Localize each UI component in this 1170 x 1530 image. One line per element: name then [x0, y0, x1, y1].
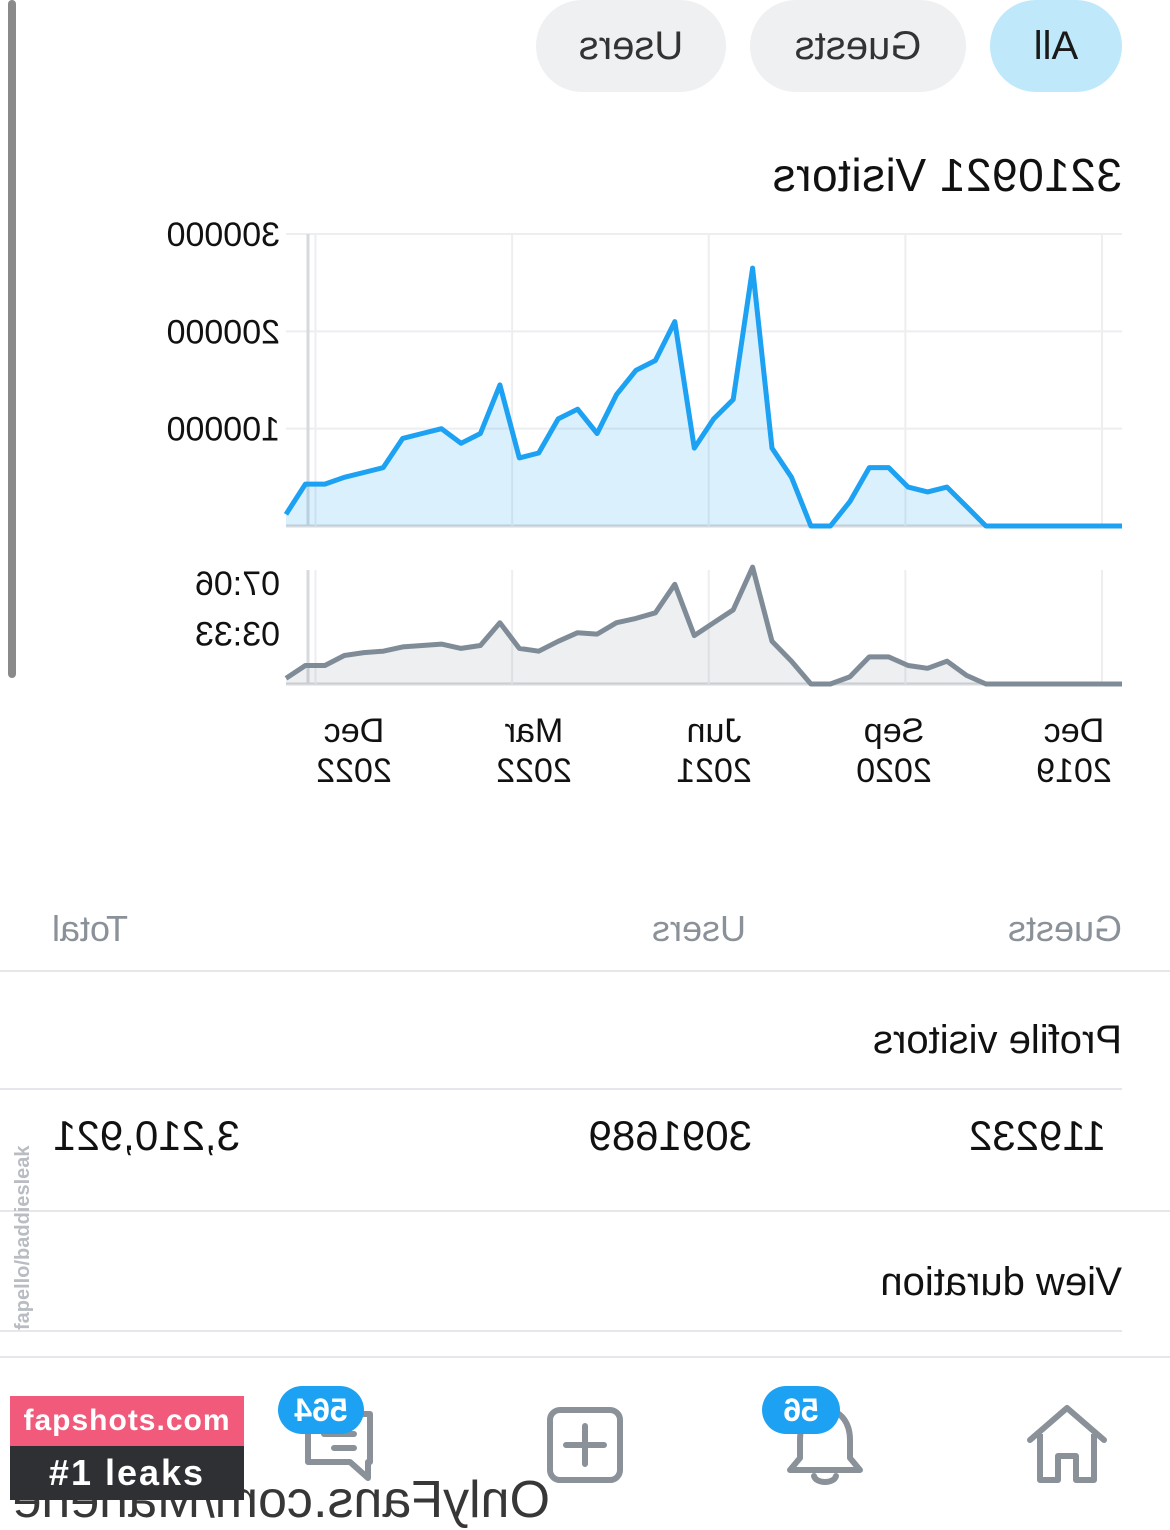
add-post-icon[interactable] [540, 1400, 630, 1490]
duration-y-ticks: 03:33 07:06 [195, 565, 280, 654]
filter-guests-chip[interactable]: Guests [750, 0, 966, 92]
x-tick-label: Mar [505, 712, 564, 750]
y-tick-label: 300000 [167, 216, 280, 254]
visitors-y-ticks: 100000 200000 300000 [167, 216, 280, 449]
profile-visitors-total: 3,210,921 [53, 1112, 240, 1159]
y-tick-label: 07:06 [195, 565, 280, 603]
watermark-line-1: fapshots.com [10, 1396, 244, 1446]
duration-area [286, 567, 1122, 684]
duration-line [284, 564, 1122, 687]
x-tick-label: Dec [1044, 712, 1104, 750]
col-header-users: Users [651, 908, 746, 949]
y-tick-label: 100000 [167, 411, 280, 449]
x-tick-label: 2020 [856, 752, 932, 790]
divider [0, 1210, 1170, 1212]
x-tick-label: Dec [324, 712, 384, 750]
y-tick-label: 200000 [167, 313, 280, 351]
filter-users-chip[interactable]: Users [536, 0, 726, 92]
visitors-line [283, 265, 1122, 529]
fapshots-watermark-logo: fapshots.com #1 leaks [10, 1396, 244, 1500]
filter-all-chip[interactable]: All [990, 0, 1122, 92]
visitors-area [286, 268, 1122, 526]
divider [0, 1088, 1122, 1090]
x-tick-label: 2022 [496, 752, 572, 790]
x-tick-label: Sep [864, 712, 925, 750]
messages-badge: 564 [278, 1386, 364, 1434]
view-duration-label: View duration [880, 1260, 1122, 1304]
divider [0, 1330, 1122, 1332]
profile-visitors-label: Profile visitors [873, 1018, 1122, 1062]
profile-visitors-users: 3091689 [588, 1112, 752, 1159]
x-tick-label: 2019 [1036, 752, 1112, 790]
home-icon[interactable] [1022, 1400, 1112, 1490]
divider [0, 970, 1170, 972]
y-tick-label: 03:33 [195, 615, 280, 653]
profile-visitors-guests: 119232 [968, 1112, 1106, 1159]
visitor-filter-chips: All Guests Users [536, 0, 1122, 92]
visitors-count-title: 3210921 Visitors [772, 149, 1122, 201]
col-header-guests: Guests [1007, 908, 1122, 949]
x-tick-label: 2021 [676, 752, 752, 790]
x-tick-label: Jun [687, 712, 742, 750]
x-tick-label: 2022 [316, 752, 392, 790]
notifications-badge: 56 [762, 1386, 840, 1434]
watermark-line-2: #1 leaks [10, 1446, 244, 1500]
vertical-watermark-text: fapello/baddiesleak [12, 1145, 34, 1330]
col-header-total: Total [51, 908, 128, 949]
